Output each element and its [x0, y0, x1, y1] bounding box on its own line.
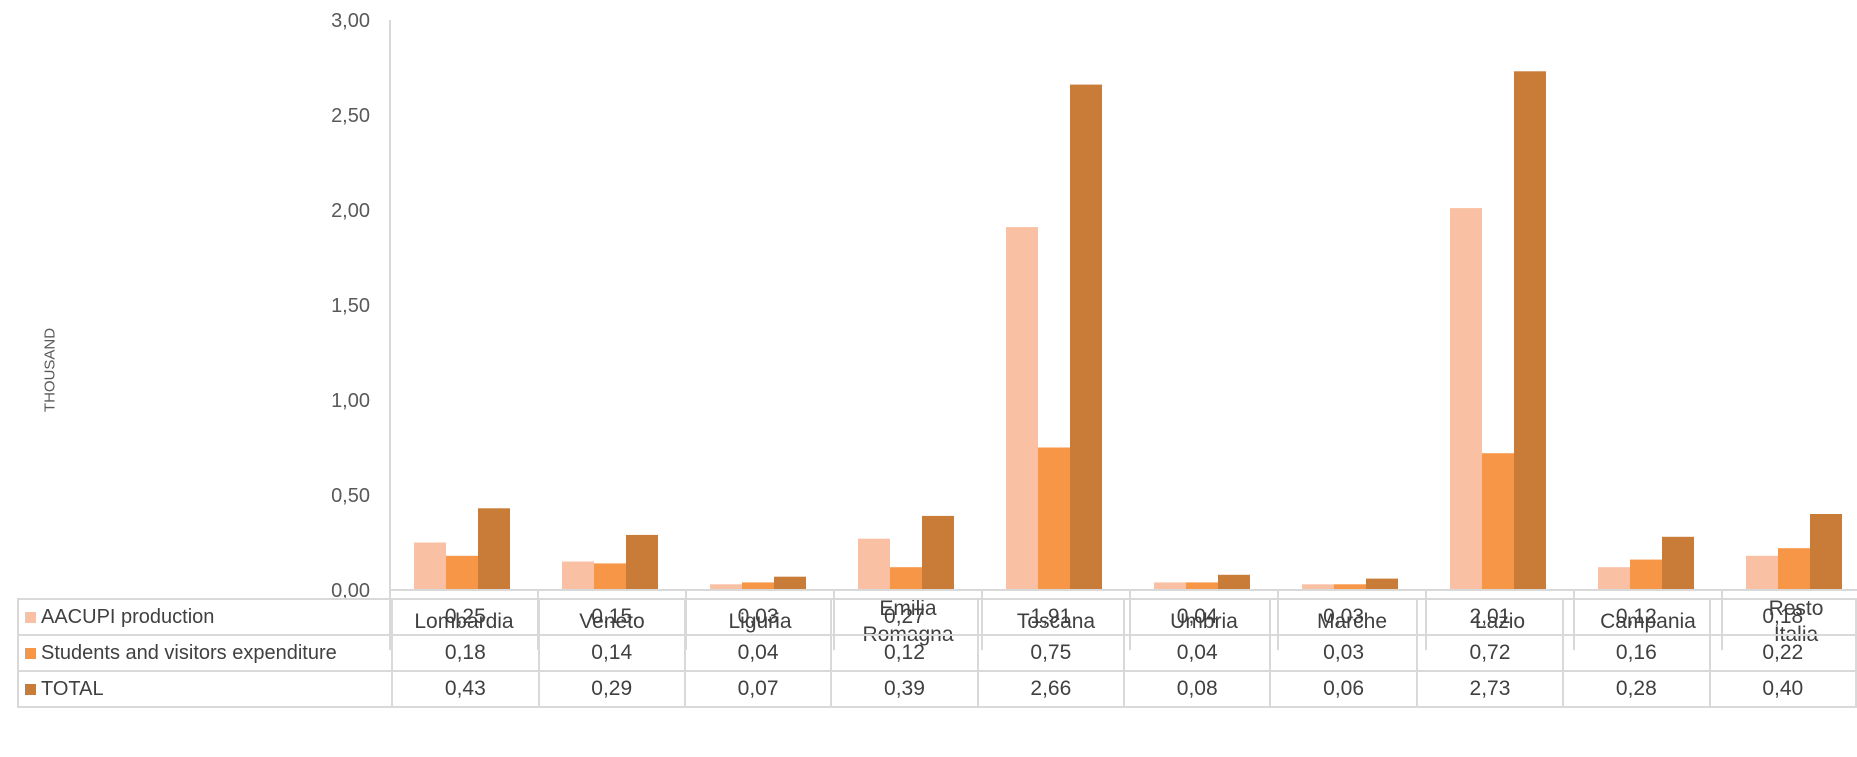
data-label: 0,28	[1562, 670, 1711, 708]
bar	[594, 563, 626, 590]
data-label: 0,27	[830, 598, 979, 636]
bar	[1006, 227, 1038, 590]
data-label: 0,16	[1562, 634, 1711, 672]
y-tick-label: 1,00	[331, 390, 370, 412]
bar	[478, 508, 510, 590]
y-tick-label: 2,50	[331, 105, 370, 127]
bar	[1302, 584, 1334, 590]
legend-swatch	[25, 611, 36, 623]
legend-swatch	[25, 647, 36, 659]
legend-label: Students and visitors expenditure	[41, 641, 337, 664]
bar	[1598, 567, 1630, 590]
bar	[626, 534, 658, 590]
data-label: 2,73	[1415, 670, 1565, 708]
data-label: 0,40	[1708, 670, 1857, 708]
bar	[1514, 71, 1546, 591]
data-label: 0,43	[391, 670, 540, 708]
data-label: 0,22	[1708, 634, 1857, 672]
data-label: 0,75	[976, 634, 1126, 672]
data-table-row: TOTAL 0,43 0,29 0,07 0,39 2,66 0,08 0,06 2,73 0,2…	[16, 670, 1857, 708]
bar	[1334, 584, 1366, 590]
bar	[774, 576, 806, 590]
bar	[890, 567, 922, 590]
bar	[742, 582, 774, 590]
data-label: 0,18	[391, 634, 540, 672]
data-label: 0,04	[1123, 598, 1272, 636]
data-label: 0,03	[1269, 634, 1418, 672]
bar	[1366, 578, 1398, 590]
data-table-row: AACUPI production 0,25 0,15 0,03 0,27 1,91 0,0…	[16, 598, 1857, 636]
data-label: 0,18	[1708, 598, 1857, 636]
bar	[1630, 559, 1662, 590]
legend-entry: TOTAL	[16, 670, 394, 708]
bar	[1154, 582, 1186, 590]
y-tick-label: 0,00	[331, 580, 370, 602]
bar	[1746, 555, 1778, 590]
bar	[710, 584, 742, 590]
bar	[446, 555, 478, 590]
legend-label: AACUPI production	[41, 605, 215, 628]
bar	[1038, 447, 1070, 590]
bar	[1450, 208, 1482, 590]
legend-entry: AACUPI production	[16, 598, 394, 636]
data-label: 0,04	[683, 634, 833, 672]
data-label: 0,12	[830, 634, 979, 672]
bar	[1218, 574, 1250, 590]
data-label: 1,91	[976, 598, 1126, 636]
data-label: 0,29	[537, 670, 686, 708]
legend-swatch	[25, 683, 36, 695]
data-table-row: Students and visitors expenditure 0,18 0,1…	[16, 634, 1857, 672]
legend-entry: Students and visitors expenditure	[16, 634, 394, 672]
data-label: 0,08	[1123, 670, 1272, 708]
data-label: 0,07	[683, 670, 833, 708]
data-label: 0,15	[537, 598, 686, 636]
data-label: 0,72	[1415, 634, 1565, 672]
data-label: 0,03	[1269, 598, 1418, 636]
data-table: AACUPI production 0,25 0,15 0,03 0,27 1,91 0,0…	[16, 598, 1857, 708]
bar	[1186, 582, 1218, 590]
data-label: 0,14	[537, 634, 686, 672]
y-tick-label: 3,00	[331, 10, 370, 32]
bar	[1778, 548, 1810, 590]
y-axis-label: THOUSAND	[41, 327, 59, 413]
y-tick-label: 2,00	[331, 200, 370, 222]
bar	[1810, 514, 1842, 590]
bar	[414, 542, 446, 590]
data-label: 0,39	[830, 670, 979, 708]
data-label: 0,04	[1123, 634, 1272, 672]
bar	[1662, 536, 1694, 590]
data-label: 0,12	[1562, 598, 1711, 636]
bar	[922, 515, 954, 590]
y-tick-label: 1,50	[331, 295, 370, 317]
bar	[562, 561, 594, 590]
data-label: 2,01	[1415, 598, 1565, 636]
bar	[858, 538, 890, 590]
data-label: 0,25	[391, 598, 540, 636]
bar	[1070, 84, 1102, 590]
bar	[1482, 453, 1514, 590]
data-label: 0,06	[1269, 670, 1418, 708]
y-tick-label: 0,50	[331, 485, 370, 507]
data-label: 0,03	[683, 598, 833, 636]
data-label: 2,66	[976, 670, 1126, 708]
legend-label: TOTAL	[41, 677, 104, 700]
